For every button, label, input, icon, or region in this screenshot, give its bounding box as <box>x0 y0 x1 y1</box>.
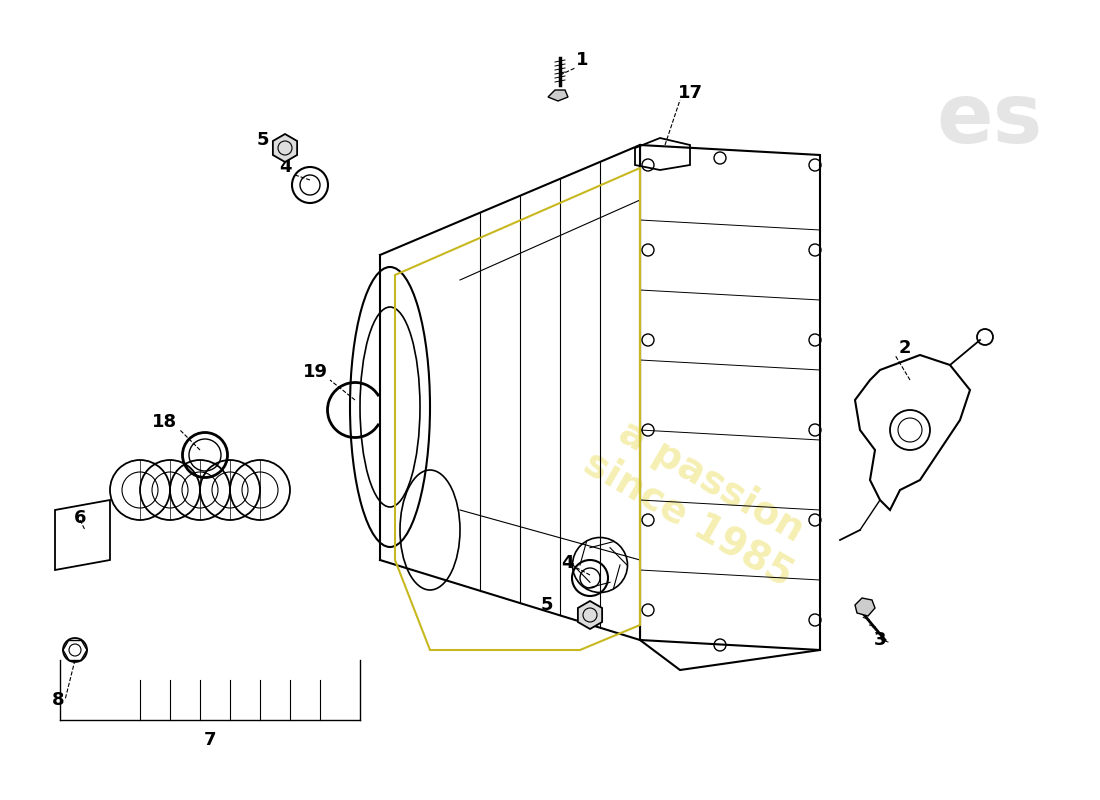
Text: 8: 8 <box>52 691 64 709</box>
Text: 1: 1 <box>575 51 589 69</box>
Text: es: es <box>937 79 1043 161</box>
Polygon shape <box>855 598 875 616</box>
Text: 3: 3 <box>873 631 887 649</box>
Text: 4: 4 <box>561 554 573 572</box>
Polygon shape <box>578 601 602 629</box>
Polygon shape <box>273 134 297 162</box>
Text: 5: 5 <box>256 131 270 149</box>
Text: 18: 18 <box>153 413 177 431</box>
Text: 2: 2 <box>899 339 911 357</box>
Text: 19: 19 <box>302 363 328 381</box>
Text: 17: 17 <box>678 84 703 102</box>
Text: a passion
since 1985: a passion since 1985 <box>578 406 823 594</box>
Text: 6: 6 <box>74 509 86 527</box>
Text: 4: 4 <box>278 158 292 176</box>
Polygon shape <box>548 90 568 101</box>
Text: 7: 7 <box>204 731 217 749</box>
Text: 5: 5 <box>541 596 553 614</box>
